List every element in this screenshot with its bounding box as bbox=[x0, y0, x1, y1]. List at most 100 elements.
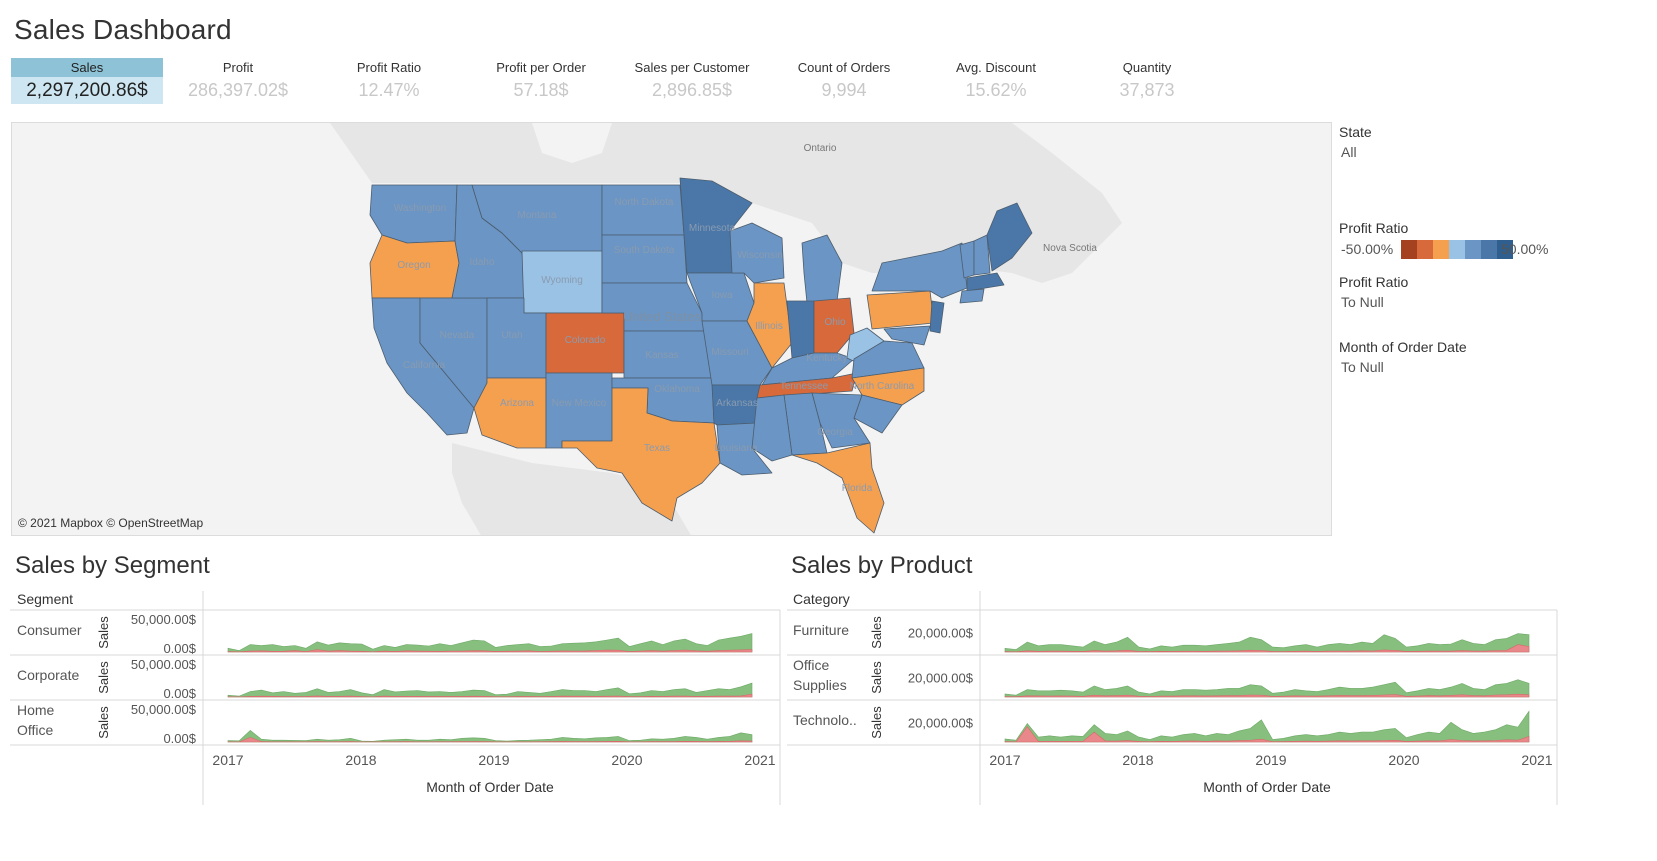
profit-area[interactable] bbox=[227, 737, 753, 743]
profit-ratio-legend-min: -50.00% bbox=[1341, 241, 1394, 257]
sales-area[interactable] bbox=[1004, 633, 1530, 653]
y-tick-label: 20,000.00$ bbox=[908, 716, 974, 731]
state-massachusetts[interactable] bbox=[966, 272, 1005, 292]
state-connecticut[interactable] bbox=[959, 288, 985, 304]
ramp-swatch bbox=[1401, 240, 1417, 259]
x-tick-label: 2020 bbox=[1388, 752, 1419, 768]
y-axis-label: Sales bbox=[96, 616, 111, 649]
kpi-sales[interactable]: Sales 2,297,200.86$ bbox=[11, 58, 163, 104]
state-label: Arkansas bbox=[716, 398, 758, 409]
state-label: Oklahoma bbox=[654, 384, 700, 395]
state-new-mexico[interactable] bbox=[545, 372, 613, 449]
segment-section-title: Sales by Segment bbox=[15, 552, 210, 579]
map-attribution[interactable]: © 2021 Mapbox © OpenStreetMap bbox=[18, 516, 204, 530]
y-axis-label: Sales bbox=[869, 661, 884, 694]
sales-area[interactable] bbox=[227, 682, 753, 698]
state-maryland[interactable] bbox=[883, 325, 931, 346]
state-arizona[interactable] bbox=[473, 377, 547, 449]
state-virginia[interactable] bbox=[851, 340, 925, 379]
y-axis-label: Sales bbox=[96, 706, 111, 739]
profit-area[interactable] bbox=[227, 649, 753, 653]
state-new-hampshire[interactable] bbox=[973, 234, 991, 276]
month-filter-title: Month of Order Date bbox=[1339, 339, 1467, 355]
kpi-label: Sales bbox=[11, 58, 163, 77]
state-maine[interactable] bbox=[986, 202, 1033, 272]
product-area-chart[interactable]: Category Furniture Sales 20,000.00$ Office Su… bbox=[777, 586, 1562, 816]
state-mississippi[interactable] bbox=[751, 394, 793, 462]
state-wisconsin[interactable] bbox=[729, 222, 785, 284]
ramp-swatch bbox=[1497, 240, 1513, 259]
state-indiana[interactable] bbox=[786, 300, 815, 359]
y-tick-label: 20,000.00$ bbox=[908, 671, 974, 686]
sales-area[interactable] bbox=[1004, 679, 1530, 698]
row-label[interactable]: Corporate bbox=[17, 667, 79, 683]
sales-area[interactable] bbox=[1004, 710, 1530, 743]
kpi-count-of-orders[interactable]: Count of Orders 9,994 bbox=[768, 58, 920, 104]
kpi-profit-per-order[interactable]: Profit per Order 57.18$ bbox=[465, 58, 617, 104]
state-label: Utah bbox=[501, 330, 522, 341]
x-tick-label: 2020 bbox=[611, 752, 642, 768]
state-label: North Dakota bbox=[615, 197, 674, 208]
kpi-value: 37,873 bbox=[1119, 80, 1175, 100]
row-label[interactable]: Technolo.. bbox=[793, 712, 857, 728]
profit-area[interactable] bbox=[1004, 726, 1530, 743]
state-label: California bbox=[403, 360, 446, 371]
state-new-york[interactable] bbox=[871, 242, 968, 299]
kpi-avg-discount[interactable]: Avg. Discount 15.62% bbox=[920, 58, 1072, 104]
kpi-label: Count of Orders bbox=[797, 60, 891, 75]
product-section-title: Sales by Product bbox=[791, 552, 973, 579]
kpi-label: Profit bbox=[222, 60, 254, 75]
profit-ratio-filter-value[interactable]: To Null bbox=[1341, 294, 1384, 310]
x-tick-label: 2021 bbox=[744, 752, 775, 768]
sales-map[interactable]: Ontario Nova Scotia United States Washin… bbox=[11, 122, 1332, 536]
row-label[interactable]: Office bbox=[17, 722, 54, 738]
state-new-jersey[interactable] bbox=[929, 300, 945, 334]
y-axis-label: Sales bbox=[869, 706, 884, 739]
kpi-quantity[interactable]: Quantity 37,873 bbox=[1071, 58, 1223, 104]
canada-land bbox=[330, 123, 1122, 283]
state-texas[interactable] bbox=[561, 387, 721, 522]
row-label[interactable]: Office bbox=[793, 657, 830, 673]
y-tick-label: 50,000.00$ bbox=[131, 657, 197, 672]
row-label[interactable]: Consumer bbox=[17, 622, 82, 638]
kpi-profit-ratio[interactable]: Profit Ratio 12.47% bbox=[313, 58, 465, 104]
row-label[interactable]: Furniture bbox=[793, 622, 849, 638]
state-label: Nevada bbox=[440, 330, 475, 341]
kpi-label: Profit Ratio bbox=[356, 60, 422, 75]
row-header-title: Category bbox=[793, 591, 850, 607]
label-nova-scotia: Nova Scotia bbox=[1043, 243, 1097, 254]
ramp-swatch bbox=[1417, 240, 1433, 259]
profit-area[interactable] bbox=[1004, 693, 1530, 698]
sales-area[interactable] bbox=[227, 730, 753, 743]
kpi-value: 2,297,200.86$ bbox=[11, 77, 163, 104]
state-ohio[interactable] bbox=[813, 297, 855, 354]
ramp-swatch bbox=[1433, 240, 1449, 259]
profit-area[interactable] bbox=[1004, 644, 1530, 653]
state-florida[interactable] bbox=[791, 442, 885, 534]
month-filter-value[interactable]: To Null bbox=[1341, 359, 1384, 375]
profit-area[interactable] bbox=[227, 693, 753, 698]
sales-area[interactable] bbox=[227, 633, 753, 653]
state-filter-value[interactable]: All bbox=[1341, 144, 1357, 160]
kpi-value: 2,896.85$ bbox=[651, 80, 733, 100]
state-washington[interactable] bbox=[369, 184, 458, 244]
state-missouri[interactable] bbox=[701, 320, 773, 386]
kpi-profit[interactable]: Profit 286,397.02$ bbox=[162, 58, 314, 104]
state-label: Ohio bbox=[824, 317, 846, 328]
kpi-label: Avg. Discount bbox=[956, 60, 1036, 75]
row-label[interactable]: Supplies bbox=[793, 677, 847, 693]
profit-ratio-filter-title: Profit Ratio bbox=[1339, 274, 1409, 290]
kpi-label: Quantity bbox=[1122, 60, 1172, 75]
state-north-carolina[interactable] bbox=[851, 367, 925, 406]
y-tick-label: 0.00$ bbox=[163, 686, 196, 701]
map-canvas[interactable]: Ontario Nova Scotia United States Washin… bbox=[12, 123, 1332, 536]
ramp-swatch bbox=[1465, 240, 1481, 259]
y-axis-label: Sales bbox=[869, 616, 884, 649]
state-north-dakota[interactable] bbox=[601, 184, 685, 236]
state-pennsylvania[interactable] bbox=[866, 290, 935, 330]
dashboard-title: Sales Dashboard bbox=[14, 14, 232, 45]
state-south-dakota[interactable] bbox=[601, 234, 688, 284]
row-label[interactable]: Home bbox=[17, 702, 55, 718]
kpi-sales-per-customer[interactable]: Sales per Customer 2,896.85$ bbox=[616, 58, 768, 104]
